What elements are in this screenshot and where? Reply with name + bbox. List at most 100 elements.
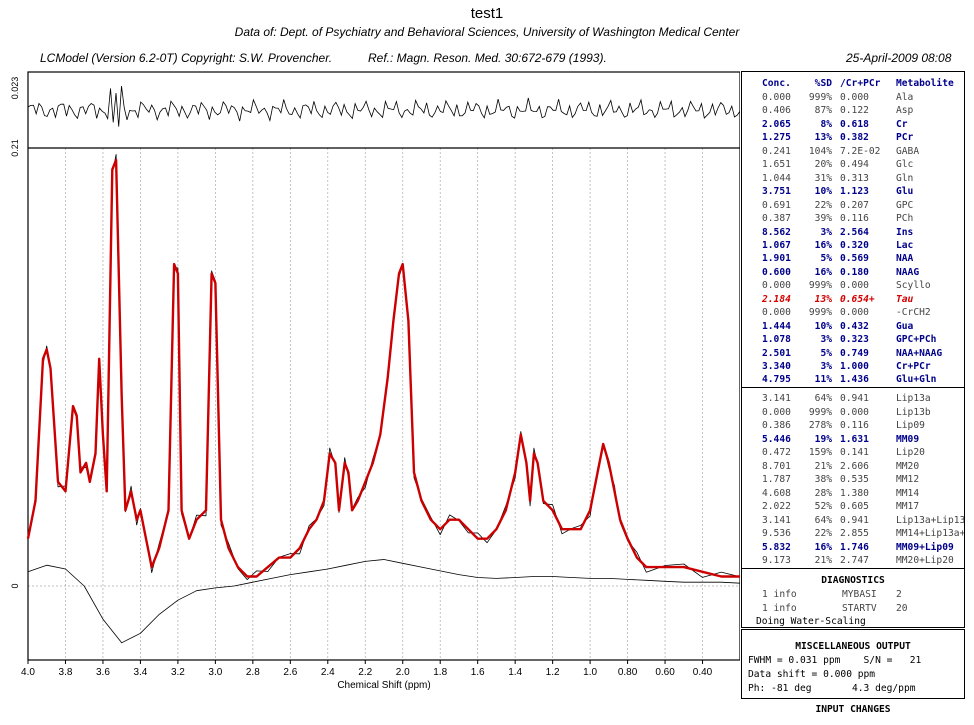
page-title: test1: [470, 5, 504, 22]
sd-cell: 20%: [814, 159, 832, 171]
sd-cell: 11%: [814, 374, 832, 386]
sd-cell: 64%: [814, 514, 832, 526]
sd-cell: 87%: [814, 105, 832, 117]
x-tick-label: 1.2: [546, 667, 560, 678]
metabolite-cell: NAA+NAAG: [896, 347, 943, 359]
metabolite-cell: MM14: [896, 487, 920, 499]
diagnostic-num: 20: [896, 602, 908, 614]
metabolite-cell: Lac: [896, 239, 914, 251]
metabolite-cell: GPC: [896, 199, 914, 211]
ratio-cell: 0.122: [840, 105, 869, 117]
metabolite-cell: Cr: [896, 118, 908, 130]
diagnostic-code: MYBASI: [842, 589, 877, 600]
ratio-cell: 1.380: [840, 487, 869, 499]
misc-output-panel: MISCELLANEOUS OUTPUT FWHM = 0.031 ppm S/…: [741, 629, 965, 699]
ratio-cell: 1.631: [840, 433, 869, 445]
metabolite-cell: Lip13a+Lip13b: [896, 514, 965, 526]
ratio-cell: 0.749: [840, 347, 869, 359]
diagnostics-panel: DIAGNOSTICS 1 info MYBASI 2 1 info STARTV 20 …: [741, 568, 965, 628]
metabolite-cell: Metabolite: [896, 78, 954, 89]
conc-cell: 0.691: [762, 199, 791, 211]
x-tick-label: 0.40: [693, 667, 713, 678]
metabolite-cell: PCr: [896, 132, 914, 144]
sd-cell: 104%: [808, 145, 832, 157]
ratio-cell: 1.746: [840, 541, 869, 553]
metabolite-cell: NAA: [896, 253, 914, 265]
ratio-cell: 0.618: [840, 118, 869, 130]
sd-cell: 3%: [820, 334, 832, 346]
conc-cell: 8.562: [762, 226, 791, 238]
conc-cell: 0.000: [762, 92, 791, 103]
ratio-cell: 0.116: [840, 213, 869, 225]
ratio-cell: 0.605: [840, 501, 869, 512]
x-tick-label: 1.0: [583, 667, 597, 678]
conc-cell: 8.701: [762, 460, 791, 472]
metabolite-cell: Gln: [896, 172, 914, 184]
conc-cell: 1.067: [762, 239, 791, 251]
conc-cell: 5.832: [762, 541, 791, 553]
spectrum-chart: 4.0 3.8 3.6 3.4 3.2 3.0 2.8 2.6 2.4 2.2 2.0 1.8 1.6 1…: [10, 71, 740, 691]
plot-frame: [27, 71, 740, 661]
sd-cell: 64%: [814, 393, 832, 404]
conc-cell: 1.275: [762, 132, 791, 144]
ratio-cell: 0.000: [840, 92, 869, 103]
metabolite-cell: Glu: [896, 186, 914, 198]
ratio-cell: 0.941: [840, 514, 869, 526]
metabolite-cell: MM12: [896, 474, 920, 485]
sd-cell: 3%: [820, 361, 832, 372]
conc-cell: 0.000: [762, 307, 791, 319]
x-tick-label: 3.4: [133, 667, 147, 678]
sd-cell: 22%: [814, 528, 832, 539]
residual-line: [27, 86, 740, 127]
misc-line-fwhm: FWHM = 0.031 ppm S/N = 21: [748, 655, 922, 666]
metabolite-cell: MM20+Lip20: [896, 555, 954, 566]
ratio-cell: 0.941: [840, 393, 869, 404]
sd-cell: 38%: [814, 474, 832, 485]
program-credit: LCModel (Version 6.2-0T) Copyright: S.W.…: [40, 51, 333, 65]
conc-cell: 0.000: [762, 280, 791, 292]
sd-cell: 16%: [814, 541, 832, 553]
conc-cell: 0.600: [762, 266, 791, 278]
ratio-cell: 0.116: [840, 420, 869, 431]
sd-cell: %SD: [814, 78, 832, 89]
sd-cell: 10%: [814, 186, 832, 198]
ratio-cell: 7.2E-02: [840, 145, 881, 157]
x-tick-label: 1.8: [433, 667, 447, 678]
metabolite-cell: Tau: [896, 293, 914, 305]
sd-cell: 13%: [814, 293, 832, 305]
ratio-cell: 0.569: [840, 253, 869, 265]
conc-cell: 3.141: [762, 393, 791, 404]
conc-cell: Conc.: [762, 78, 791, 89]
metabolite-cell: Asp: [896, 105, 914, 117]
series-line-2: [27, 559, 740, 644]
x-tick-label: 2.0: [396, 667, 410, 678]
misc-line-phase: Ph: -81 deg 4.3 deg/ppm: [748, 683, 916, 694]
x-tick-label: 3.8: [59, 667, 73, 678]
metabolite-cell: GPC+PCh: [896, 334, 937, 346]
conc-cell: 9.173: [762, 555, 791, 566]
x-tick-label: 3.0: [208, 667, 222, 678]
conc-cell: 2.065: [762, 118, 791, 130]
conc-cell: 2.184: [762, 293, 791, 305]
sd-cell: 999%: [808, 92, 832, 103]
ratio-cell: 0.141: [840, 447, 869, 458]
sd-cell: 39%: [814, 213, 832, 225]
diagnostic-count: 1 info: [762, 602, 797, 614]
x-tick-label: 0.80: [618, 667, 638, 678]
x-tick-label: 1.4: [508, 667, 522, 678]
ratio-cell: 2.747: [840, 555, 869, 566]
report-date: 25-April-2009 08:08: [846, 51, 952, 65]
conc-cell: 1.044: [762, 172, 791, 184]
metabolite-cell: Lip20: [896, 447, 925, 458]
ratio-cell: 0.432: [840, 320, 869, 332]
lipid-table: 3.141 64% 0.941 Lip13a 0.000 999% 0.000 Lip13b 0…: [741, 387, 965, 569]
conc-cell: 3.340: [762, 361, 791, 372]
ratio-cell: 0.207: [840, 199, 869, 211]
metabolite-cell: Cr+PCr: [896, 361, 931, 372]
ratio-cell: 0.494: [840, 159, 869, 171]
x-tick-label: 1.6: [471, 667, 485, 678]
sd-cell: 278%: [808, 420, 832, 431]
residual-top-label: 0.023: [10, 77, 20, 100]
x-axis-label: Chemical Shift (ppm): [337, 680, 430, 691]
conc-cell: 5.446: [762, 433, 791, 445]
